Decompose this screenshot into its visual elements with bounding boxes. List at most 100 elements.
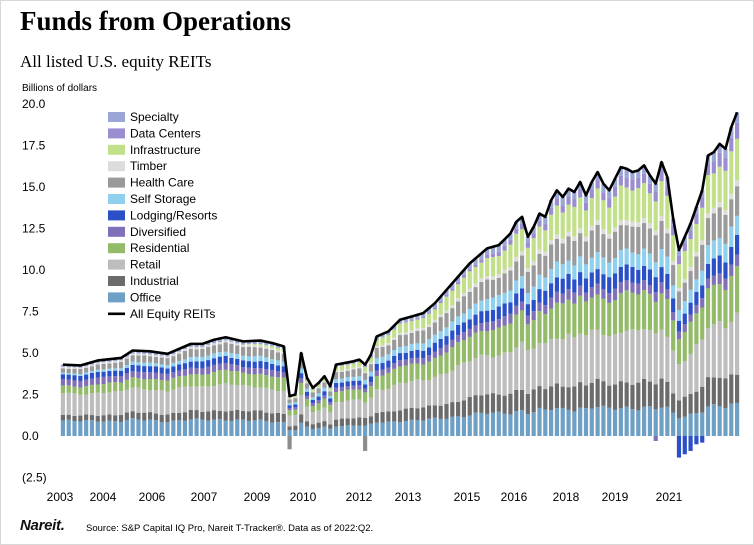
bar-diversified-52 <box>363 388 368 393</box>
bar-lodging-resorts-109 <box>694 292 699 306</box>
bar-timber-48 <box>339 370 344 372</box>
bar-self-storage-75 <box>496 295 501 307</box>
bar-health-care-33 <box>252 347 257 357</box>
legend-swatch <box>108 276 125 286</box>
bar-diversified-44 <box>316 400 321 404</box>
bar-residential-114 <box>723 289 728 329</box>
bar-diversified-31 <box>240 367 246 373</box>
bar-lodging-resorts-15 <box>147 366 153 373</box>
bar-self-storage-33 <box>252 356 257 362</box>
bar-self-storage-99 <box>636 254 641 270</box>
bar-office-59 <box>403 421 408 436</box>
bar-health-care-5 <box>89 366 95 371</box>
bar-office-48 <box>339 426 344 436</box>
bar-timber-47 <box>333 370 339 373</box>
bar-diversified-86 <box>560 293 565 304</box>
bar-residential-3 <box>78 387 83 395</box>
bar-industrial-14 <box>142 412 147 421</box>
bar-timber-15 <box>147 354 153 357</box>
bar-industrial-107 <box>682 396 687 417</box>
bar-office-96 <box>618 408 623 436</box>
bar-retail-14 <box>142 389 147 413</box>
x-tick-label: 2012 <box>346 490 373 504</box>
bar-health-care-10 <box>118 361 124 369</box>
bar-self-storage-86 <box>560 264 565 279</box>
bar-self-storage-78 <box>514 280 519 294</box>
bar-health-care-24 <box>200 349 205 358</box>
bar-residential-93 <box>601 298 606 336</box>
legend-swatch <box>108 194 125 204</box>
bar-office-4 <box>84 419 89 436</box>
y-axis-unit-label: Billions of dollars <box>22 83 98 94</box>
bar-diversified-93 <box>601 289 606 299</box>
bar-lodging-resorts-14 <box>142 366 147 373</box>
bar-industrial-19 <box>171 412 176 421</box>
bar-timber-108 <box>688 266 693 272</box>
bar-timber-16 <box>153 355 158 358</box>
bar-data-centers-80 <box>525 242 530 248</box>
bar-retail-37 <box>275 391 281 413</box>
bar-retail-105 <box>671 350 676 394</box>
bar-infrastructure-60 <box>409 321 414 331</box>
bar-lodging-resorts-105 <box>671 298 676 313</box>
bar-timber-100 <box>642 218 647 224</box>
bar-self-storage-111 <box>705 245 711 264</box>
bar-retail-73 <box>485 355 490 395</box>
bar-lodging-resorts-98 <box>630 266 635 283</box>
bar-specialty-62 <box>421 313 426 317</box>
bar-data-centers-66 <box>444 294 449 297</box>
bar-diversified-111 <box>705 278 711 289</box>
bar-residential-89 <box>578 295 583 334</box>
bar-diversified-110 <box>700 298 705 308</box>
bar-office-112 <box>711 404 716 436</box>
bar-residential-76 <box>502 325 507 353</box>
legend-label: Residential <box>130 241 189 255</box>
bar-lodging-resorts-74 <box>490 309 496 322</box>
bar-retail-99 <box>636 330 641 383</box>
bar-specialty-88 <box>572 191 577 200</box>
bar-lodging-resorts-5 <box>89 372 95 379</box>
bar-self-storage-66 <box>444 327 449 337</box>
bar-industrial-21 <box>182 412 188 421</box>
bar-lodging-resorts-80 <box>525 304 530 316</box>
bar-infrastructure-86 <box>560 212 565 239</box>
bar-residential-81 <box>531 320 536 349</box>
bar-timber-107 <box>682 279 687 283</box>
bar-residential-67 <box>450 347 455 371</box>
bar-residential-107 <box>682 331 687 362</box>
bar-office-88 <box>572 411 577 436</box>
bar-office-69 <box>461 417 467 436</box>
bar-self-storage-67 <box>450 321 455 331</box>
bar-industrial-8 <box>107 414 112 421</box>
bar-office-12 <box>130 418 135 436</box>
bar-retail-23 <box>194 386 199 411</box>
bar-retail-19 <box>171 389 176 413</box>
bar-infrastructure-100 <box>642 183 647 219</box>
bar-industrial-27 <box>217 410 222 420</box>
bar-residential-91 <box>589 297 594 330</box>
bar-infrastructure-74 <box>490 256 496 277</box>
bar-data-centers-101 <box>647 183 652 194</box>
bar-office-6 <box>95 421 100 436</box>
bar-industrial-3 <box>78 415 83 422</box>
bar-residential-17 <box>159 380 164 391</box>
bar-residential-28 <box>223 369 228 383</box>
bar-specialty-66 <box>444 289 449 295</box>
bar-office-24 <box>200 419 205 436</box>
bar-residential-106 <box>676 339 682 365</box>
bar-self-storage-49 <box>345 377 350 382</box>
bar-infrastructure-80 <box>525 247 530 269</box>
bar-retail-15 <box>147 390 153 413</box>
bar-diversified-19 <box>171 372 176 378</box>
bar-diversified-85 <box>554 291 560 303</box>
bar-office-58 <box>397 422 403 436</box>
bar-industrial-31 <box>240 411 246 420</box>
bar-office-74 <box>490 412 496 436</box>
bar-lodging-resorts-24 <box>200 361 205 369</box>
bar-self-storage-63 <box>426 339 432 348</box>
bar-lodging-resorts-62 <box>421 350 426 359</box>
bar-residential-95 <box>612 300 618 335</box>
bar-specialty-60 <box>409 316 414 321</box>
bar-health-care-23 <box>194 349 199 357</box>
bar-diversified-38 <box>281 372 286 378</box>
